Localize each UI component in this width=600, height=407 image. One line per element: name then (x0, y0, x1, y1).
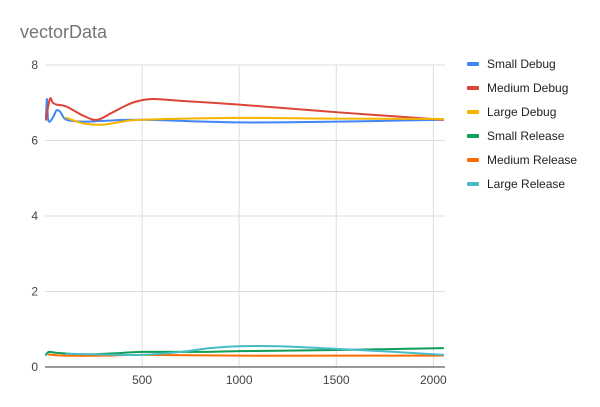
series-line-small-debug (44, 97, 445, 124)
legend-label-large-release: Large Release (487, 177, 565, 191)
y-tick-label: 6 (31, 134, 38, 148)
series-line-medium-debug (44, 97, 445, 121)
y-tick-label: 8 (31, 58, 38, 72)
y-tick-label: 4 (31, 209, 38, 223)
legend-swatch-large-debug (467, 110, 479, 114)
axes: 0 2 4 6 8 500 1000 1500 2000 (31, 58, 447, 387)
legend-label-medium-release: Medium Release (487, 153, 577, 167)
series-line-small-release (44, 347, 445, 356)
x-tick-label: 1500 (323, 373, 350, 387)
legend-swatch-medium-debug (467, 86, 479, 90)
legend-swatch-large-release (467, 182, 479, 186)
series-line-large-release (65, 344, 445, 357)
y-tick-label: 0 (31, 360, 38, 374)
gridlines (45, 64, 445, 367)
x-tick-label: 1000 (226, 373, 253, 387)
x-tick-label: 2000 (420, 373, 447, 387)
legend-label-large-debug: Large Debug (487, 105, 556, 119)
series-lines (44, 97, 445, 357)
y-tick-label: 2 (31, 285, 38, 299)
chart-title: vectorData (20, 22, 108, 42)
legend-label-medium-debug: Medium Debug (487, 81, 568, 95)
legend-swatch-medium-release (467, 158, 479, 162)
legend-swatch-small-release (467, 134, 479, 138)
legend: Small Debug Medium Debug Large Debug Small … (467, 57, 577, 191)
x-tick-label: 500 (132, 373, 152, 387)
legend-swatch-small-debug (467, 62, 479, 66)
legend-label-small-debug: Small Debug (487, 57, 556, 71)
series-line-medium-release (47, 353, 445, 357)
series-line-large-debug (65, 116, 445, 126)
legend-label-small-release: Small Release (487, 129, 565, 143)
